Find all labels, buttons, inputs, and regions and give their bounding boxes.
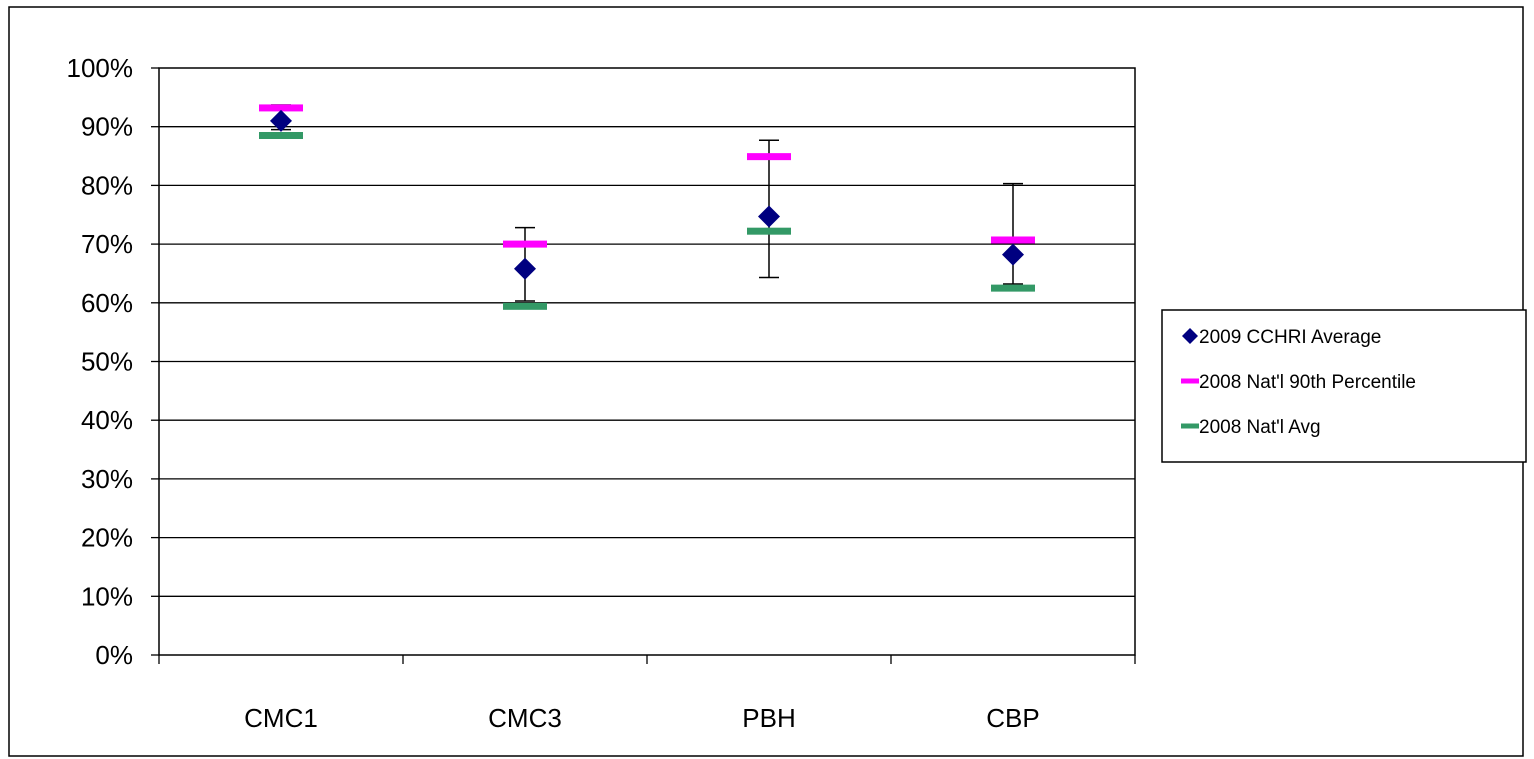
legend-box: [1161, 309, 1527, 463]
dash-marker: [503, 240, 547, 248]
dash-marker: [747, 153, 791, 161]
x-axis: CMC1 CMC3 PBH CBP: [158, 655, 1136, 733]
legend-label: 2009 CCHRI Average: [1199, 327, 1381, 348]
legend-label: 2008 Nat'l Avg: [1199, 417, 1321, 438]
y-tick-label: 50%: [81, 347, 133, 377]
dash-marker: [503, 302, 547, 310]
dash-marker: [259, 132, 303, 140]
y-tick-label: 100%: [67, 53, 134, 83]
x-tick-label: CMC1: [244, 703, 318, 733]
x-tick-label: PBH: [742, 703, 795, 733]
dash-marker: [991, 284, 1035, 292]
y-tick-label: 30%: [81, 464, 133, 494]
x-tick-label: CMC3: [488, 703, 562, 733]
diamond-marker: [1002, 243, 1024, 266]
y-tick-label: 90%: [81, 112, 133, 142]
y-tick-label: 70%: [81, 229, 133, 259]
dash-marker: [747, 227, 791, 235]
diamond-marker: [270, 109, 292, 132]
legend: 2009 CCHRI Average 2008 Nat'l 90th Percen…: [1161, 309, 1527, 463]
y-tick-label: 80%: [81, 170, 133, 200]
x-tick-label: CBP: [986, 703, 1039, 733]
legend-dash-icon: [1181, 378, 1199, 384]
legend-diamond-icon: [1182, 328, 1198, 344]
y-axis: 0% 10% 20% 30% 40% 50% 60% 70% 80% 90% 100%: [67, 53, 159, 670]
dash-marker: [991, 236, 1035, 244]
legend-label: 2008 Nat'l 90th Percentile: [1199, 372, 1416, 393]
legend-dash-icon: [1181, 423, 1199, 429]
series-markers: [259, 104, 1035, 310]
y-tick-label: 0%: [95, 640, 133, 670]
diamond-marker: [514, 257, 536, 280]
y-tick-label: 40%: [81, 405, 133, 435]
y-tick-label: 60%: [81, 288, 133, 318]
diamond-marker: [758, 205, 780, 228]
y-tick-label: 20%: [81, 523, 133, 553]
dash-marker: [259, 104, 303, 112]
y-tick-label: 10%: [81, 581, 133, 611]
